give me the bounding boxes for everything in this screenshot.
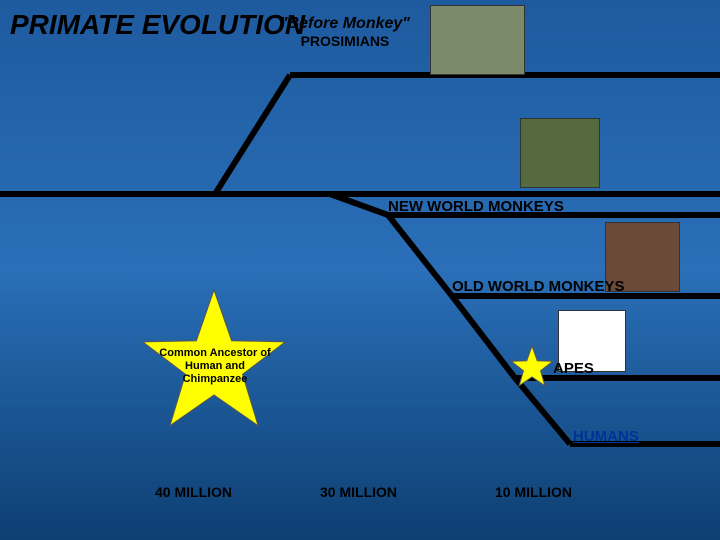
- lemur-image: [430, 5, 525, 75]
- timeline-40m: 40 MILLION: [155, 484, 232, 500]
- old-world-monkeys-label: OLD WORLD MONKEYS: [452, 278, 625, 295]
- new-world-monkeys-label: NEW WORLD MONKEYS: [388, 198, 564, 215]
- common-ancestor-label: Common Ancestor of Human and Chimpanzee: [155, 347, 275, 387]
- humans-label: HUMANS: [573, 428, 639, 445]
- timeline-10m: 10 MILLION: [495, 484, 572, 500]
- capuchin-image: [520, 118, 600, 188]
- apes-star: [510, 346, 554, 390]
- apes-label: APES: [553, 360, 594, 377]
- timeline-30m: 30 MILLION: [320, 484, 397, 500]
